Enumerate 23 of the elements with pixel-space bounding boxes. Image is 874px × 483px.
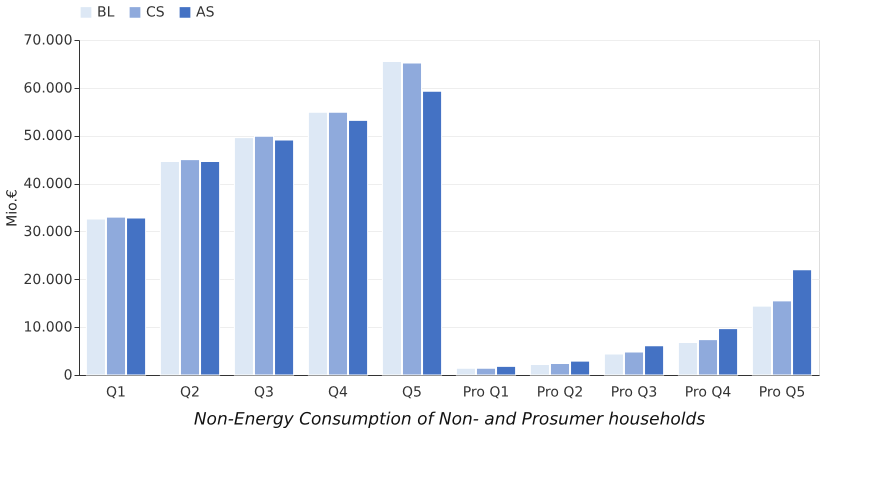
- x-tick-label: Pro Q4: [684, 384, 732, 400]
- x-tick-label: Pro Q1: [462, 384, 510, 400]
- legend-label: AS: [196, 4, 215, 20]
- legend-label: CS: [146, 4, 165, 20]
- x-tick-label: Q1: [106, 384, 126, 400]
- x-tick-label: Pro Q2: [536, 384, 584, 400]
- y-tick-label: 10.000: [24, 320, 72, 336]
- y-tick-label: 30.000: [24, 224, 72, 240]
- x-tick-label: Pro Q3: [610, 384, 658, 400]
- x-tick-label: Pro Q5: [758, 384, 806, 400]
- x-axis-title: Non-Energy Consumption of Non- and Prosumer households: [194, 410, 706, 430]
- x-tick-label: Q5: [402, 384, 422, 400]
- y-tick-label: 40.000: [24, 176, 72, 192]
- y-axis-title: Mio.€: [4, 189, 21, 227]
- y-tick-label: 50.000: [24, 128, 72, 144]
- y-tick-label: 60.000: [24, 80, 72, 96]
- y-tick-label: 0: [64, 368, 72, 384]
- x-tick-label: Q2: [180, 384, 200, 400]
- legend-label: BL: [97, 4, 115, 20]
- x-tick-label: Q3: [254, 384, 274, 400]
- y-tick-label: 20.000: [24, 272, 72, 288]
- x-tick-label: Q4: [328, 384, 348, 400]
- y-tick-label: 70.000: [24, 32, 72, 48]
